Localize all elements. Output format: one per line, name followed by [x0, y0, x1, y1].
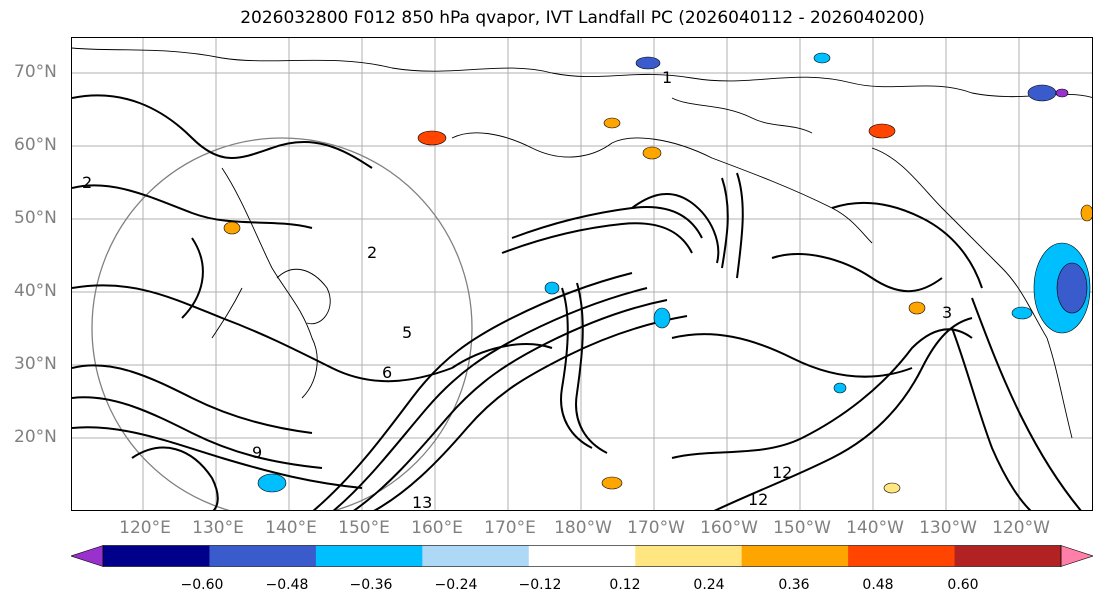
lon-label-140w: 140°W — [846, 518, 904, 538]
contour-label: 2 — [82, 173, 92, 192]
colorbar-tick: 0.24 — [693, 577, 725, 593]
colorbar-tick: −0.60 — [180, 577, 224, 593]
lat-label-30n: 30°N — [14, 354, 57, 374]
contour-label: 12 — [772, 463, 792, 482]
lat-label-50n: 50°N — [14, 208, 57, 228]
lon-label-150e: 150°E — [338, 518, 390, 538]
contour-label: 12 — [748, 490, 768, 509]
lon-label-160w: 160°W — [700, 518, 758, 538]
lat-label-40n: 40°N — [14, 281, 57, 301]
lon-label-170e: 170°E — [484, 518, 536, 538]
colorbar-extend-min — [71, 545, 104, 567]
contour-label-group: 1 2 2 3 5 6 9 12 13 12 — [82, 68, 952, 511]
coastlines — [72, 47, 1092, 439]
map-title: 2026032800 F012 850 hPa qvapor, IVT Land… — [240, 8, 925, 28]
lon-label-140e: 140°E — [265, 518, 317, 538]
colorbar-segment — [635, 545, 743, 567]
contour-label: 1 — [662, 68, 672, 87]
lat-label-60n: 60°N — [14, 135, 57, 155]
contour-label: 13 — [412, 493, 432, 511]
contour-label: 5 — [402, 323, 412, 342]
lon-label-180w: 180°W — [554, 518, 612, 538]
colorbar-tick: 0.60 — [947, 577, 979, 593]
colorbar-segment — [103, 545, 210, 567]
map-panel: 1 2 2 3 5 6 9 12 13 12 — [71, 37, 1093, 511]
graticule — [72, 38, 1092, 510]
ivt-contours — [72, 94, 1082, 510]
colorbar-segment — [315, 545, 423, 567]
lon-label-120e: 120°E — [119, 518, 171, 538]
colorbar-tick: 0.12 — [609, 577, 641, 593]
colorbar-tick: −0.12 — [518, 577, 562, 593]
lon-label-130w: 130°W — [919, 518, 977, 538]
contour-label: 2 — [367, 243, 377, 262]
lon-label-170w: 170°W — [627, 518, 685, 538]
contour-label: 3 — [942, 303, 952, 322]
lon-label-130e: 130°E — [192, 518, 244, 538]
contour-label: 9 — [252, 443, 262, 462]
lat-label-70n: 70°N — [14, 62, 57, 82]
colorbar-extend-max — [1060, 545, 1093, 567]
lon-label-150w: 150°W — [773, 518, 831, 538]
colorbar-tick: −0.36 — [349, 577, 393, 593]
colorbar-tick: −0.48 — [265, 577, 309, 593]
lon-label-160e: 160°E — [411, 518, 463, 538]
lon-label-120w: 120°W — [992, 518, 1050, 538]
region-circle — [91, 137, 473, 510]
colorbar-segment — [848, 545, 956, 567]
colorbar-tick: −0.24 — [434, 577, 478, 593]
map-svg: 1 2 2 3 5 6 9 12 13 12 — [72, 38, 1092, 511]
colorbar-tick: 0.36 — [778, 577, 810, 593]
anomaly-patches — [223, 52, 1092, 494]
colorbar-segment — [741, 545, 849, 567]
colorbar-segment — [422, 545, 530, 567]
colorbar-segment — [954, 545, 1062, 567]
contour-label: 6 — [382, 363, 392, 382]
colorbar-tick: 0.48 — [862, 577, 894, 593]
colorbar — [71, 545, 1093, 567]
colorbar-outline — [102, 545, 1062, 567]
lat-label-20n: 20°N — [14, 427, 57, 447]
colorbar-segment — [209, 545, 317, 567]
colorbar-segment — [528, 545, 636, 567]
